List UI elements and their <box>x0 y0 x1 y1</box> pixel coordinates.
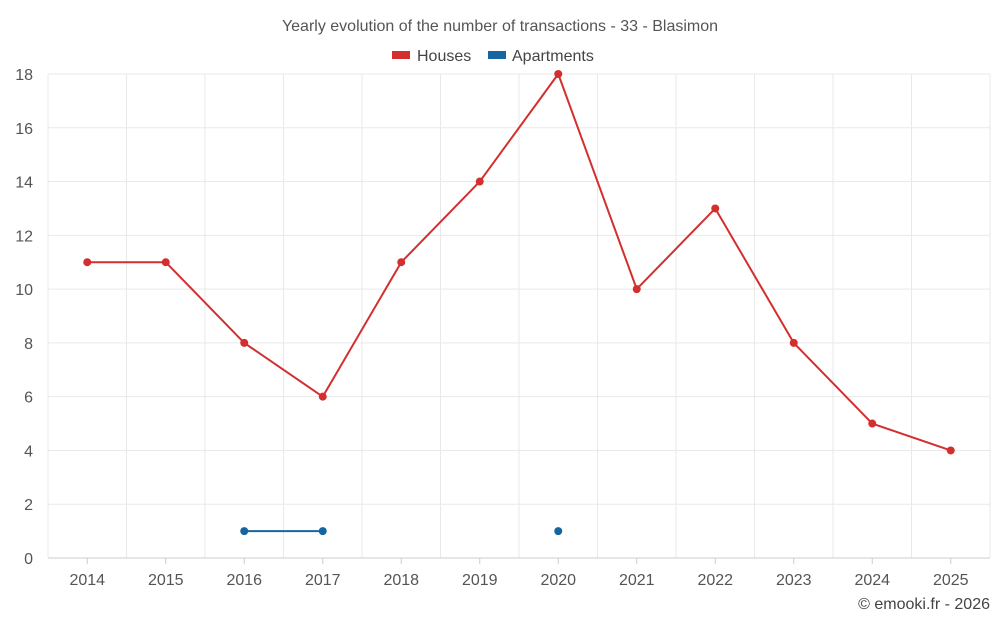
gridlines <box>47 73 991 559</box>
series-line-houses <box>478 73 560 183</box>
y-tick-label: 4 <box>24 443 33 460</box>
series-line-houses <box>400 180 481 264</box>
data-point-houses[interactable] <box>711 204 720 213</box>
y-tick-label: 16 <box>15 121 33 138</box>
series-line-houses <box>164 261 246 344</box>
x-tick-label: 2023 <box>776 572 812 589</box>
data-point-houses[interactable] <box>946 446 955 455</box>
series-line-houses <box>243 341 324 398</box>
credit-text: © emooki.fr - 2026 <box>858 596 990 613</box>
legend[interactable]: Houses Apartments <box>392 48 594 65</box>
x-tick-label: 2015 <box>148 572 184 589</box>
data-point-apartments[interactable] <box>318 527 327 536</box>
x-tick-label: 2019 <box>462 572 498 589</box>
data-point-houses[interactable] <box>161 258 170 267</box>
data-point-houses[interactable] <box>554 70 563 78</box>
x-tick-label: 2024 <box>854 572 890 589</box>
data-point-houses[interactable] <box>318 392 327 401</box>
data-point-apartments[interactable] <box>554 527 563 536</box>
x-tick-label: 2016 <box>226 572 262 589</box>
data-point-houses[interactable] <box>397 258 406 267</box>
legend-swatch-houses <box>392 51 410 59</box>
y-tick-label: 18 <box>15 67 33 84</box>
x-tick-label: 2021 <box>619 572 655 589</box>
y-tick-label: 6 <box>24 390 33 407</box>
series-line-houses <box>792 341 874 425</box>
y-tick-label: 2 <box>24 497 33 514</box>
y-tick-label: 12 <box>15 228 33 245</box>
series <box>83 70 955 536</box>
legend-label-apartments: Apartments <box>512 48 594 65</box>
series-line-houses <box>871 422 952 452</box>
data-point-houses[interactable] <box>83 258 92 267</box>
series-line-houses <box>635 207 717 291</box>
series-line-houses <box>321 261 403 398</box>
legend-swatch-apartments <box>488 51 506 59</box>
series-apartments <box>240 527 563 536</box>
data-point-houses[interactable] <box>240 338 249 347</box>
legend-item-apartments[interactable]: Apartments <box>488 48 594 65</box>
x-tick-label: 2022 <box>697 572 733 589</box>
x-tick-label: 2017 <box>305 572 341 589</box>
data-point-apartments[interactable] <box>240 527 249 536</box>
axes: 0 2 4 6 8 10 12 14 16 18 2014 2015 2016 2017 2018 2019 2… <box>15 67 990 589</box>
data-point-houses[interactable] <box>632 285 641 294</box>
y-tick-label: 10 <box>15 282 33 299</box>
y-tick-label: 8 <box>24 336 33 353</box>
x-tick-label: 2018 <box>383 572 419 589</box>
x-tick-label: 2025 <box>933 572 969 589</box>
x-tick-label: 2020 <box>540 572 576 589</box>
y-tick-label: 0 <box>24 551 33 568</box>
series-houses <box>83 70 955 455</box>
series-line-houses <box>714 207 795 344</box>
y-tick-label: 14 <box>15 175 33 192</box>
x-tick-label: 2014 <box>69 572 105 589</box>
data-point-houses[interactable] <box>868 419 877 428</box>
data-point-houses[interactable] <box>789 338 798 347</box>
legend-label-houses: Houses <box>417 48 471 65</box>
data-point-houses[interactable] <box>475 177 484 186</box>
chart-title: Yearly evolution of the number of transa… <box>282 18 718 35</box>
legend-item-houses[interactable]: Houses <box>392 48 471 65</box>
series-line-houses <box>557 73 638 291</box>
